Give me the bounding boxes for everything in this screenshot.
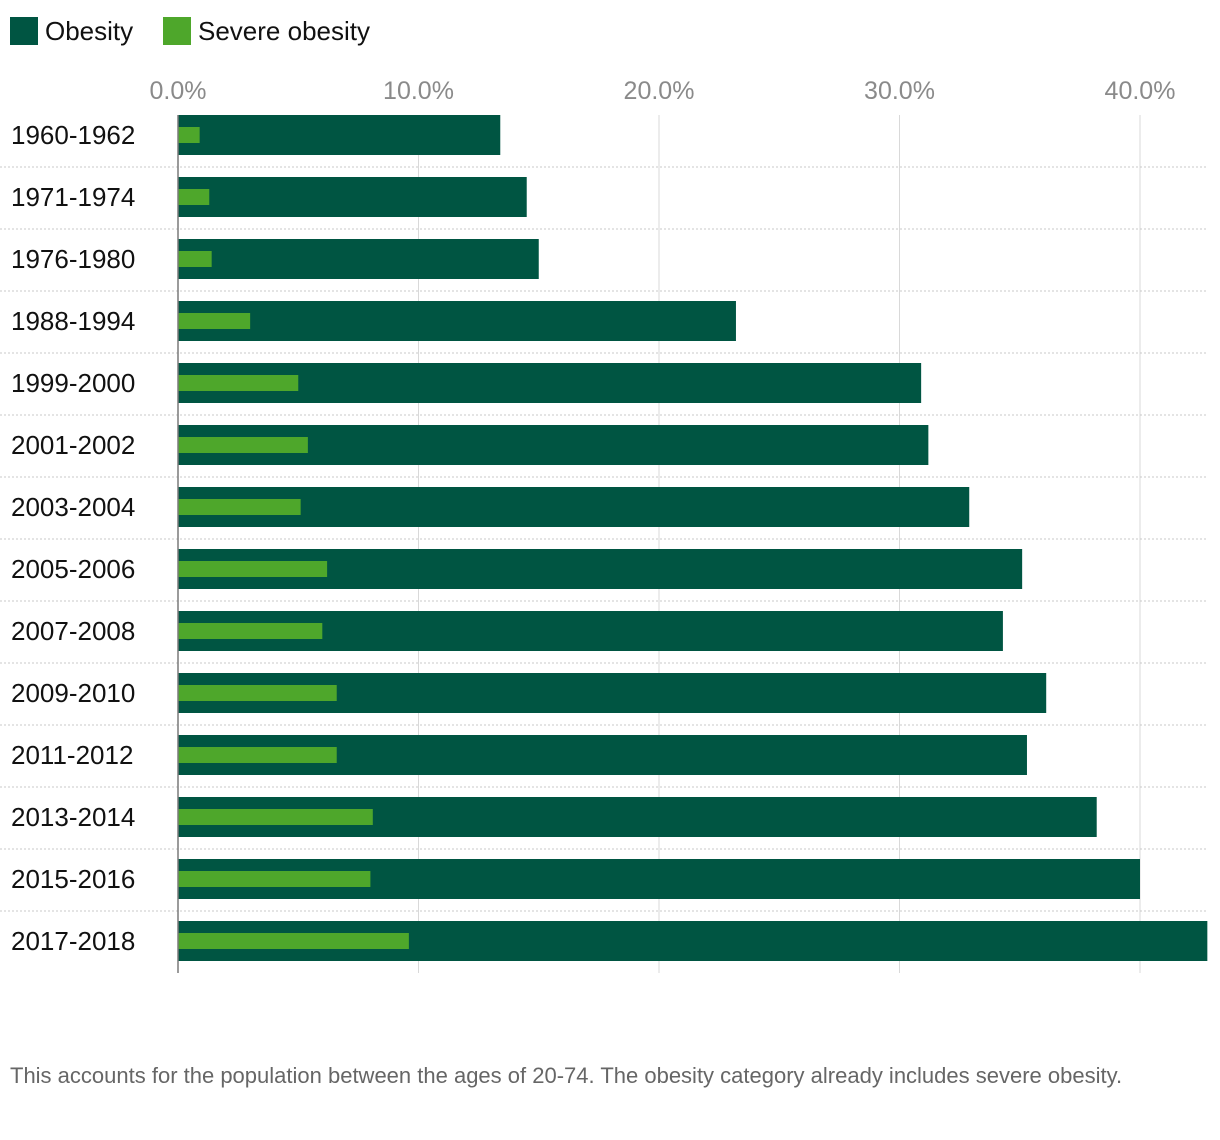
- category-label: 2001-2002: [11, 430, 135, 460]
- bar-severe-obesity: [178, 437, 308, 453]
- bar-severe-obesity: [178, 933, 409, 949]
- category-label: 2013-2014: [11, 802, 135, 832]
- bar-obesity: [178, 115, 501, 155]
- bar-chart: Obesity Severe obesity 0.0% 10.0% 20.0% 30.…: [0, 16, 1208, 973]
- bar-severe-obesity: [178, 809, 373, 825]
- bar-obesity: [178, 487, 970, 527]
- bar-obesity: [178, 363, 922, 403]
- bar-severe-obesity: [178, 375, 299, 391]
- bar-severe-obesity: [178, 189, 210, 205]
- bar-severe-obesity: [178, 251, 212, 267]
- chart-footnote: This accounts for the population between…: [10, 1063, 1123, 1088]
- legend: Obesity Severe obesity: [10, 16, 370, 46]
- category-label: 1976-1980: [11, 244, 135, 274]
- bar-obesity: [178, 177, 527, 217]
- bar-severe-obesity: [178, 871, 371, 887]
- category-label: 2003-2004: [11, 492, 135, 522]
- category-label: 2009-2010: [11, 678, 135, 708]
- legend-label-severe-obesity: Severe obesity: [198, 16, 370, 46]
- category-label: 1971-1974: [11, 182, 135, 212]
- plot-area: [0, 115, 1208, 961]
- category-label: 1988-1994: [11, 306, 135, 336]
- bar-severe-obesity: [178, 685, 337, 701]
- bar-severe-obesity: [178, 499, 301, 515]
- category-label: 2015-2016: [11, 864, 135, 894]
- category-label: 2017-2018: [11, 926, 135, 956]
- x-tick-label: 30.0%: [864, 77, 935, 105]
- category-label: 2011-2012: [11, 740, 133, 770]
- legend-swatch-severe-obesity: [163, 17, 191, 45]
- x-tick-label: 20.0%: [624, 77, 695, 105]
- y-axis: 1960-1962 1971-1974 1976-1980 1988-1994 1999…: [11, 115, 179, 973]
- bar-severe-obesity: [178, 561, 328, 577]
- bar-severe-obesity: [178, 313, 251, 329]
- legend-label-obesity: Obesity: [45, 16, 133, 46]
- category-label: 1999-2000: [11, 368, 135, 398]
- bar-obesity: [178, 239, 539, 279]
- x-tick-label: 40.0%: [1105, 77, 1176, 105]
- category-label: 2007-2008: [11, 616, 135, 646]
- category-label: 1960-1962: [11, 120, 135, 150]
- bar-severe-obesity: [178, 127, 200, 143]
- x-tick-label: 10.0%: [383, 77, 454, 105]
- legend-swatch-obesity: [10, 17, 38, 45]
- category-label: 2005-2006: [11, 554, 135, 584]
- x-tick-label: 0.0%: [150, 77, 207, 105]
- bar-obesity: [178, 301, 736, 341]
- bar-severe-obesity: [178, 623, 323, 639]
- bar-severe-obesity: [178, 747, 337, 763]
- x-axis: 0.0% 10.0% 20.0% 30.0% 40.0%: [150, 77, 1176, 973]
